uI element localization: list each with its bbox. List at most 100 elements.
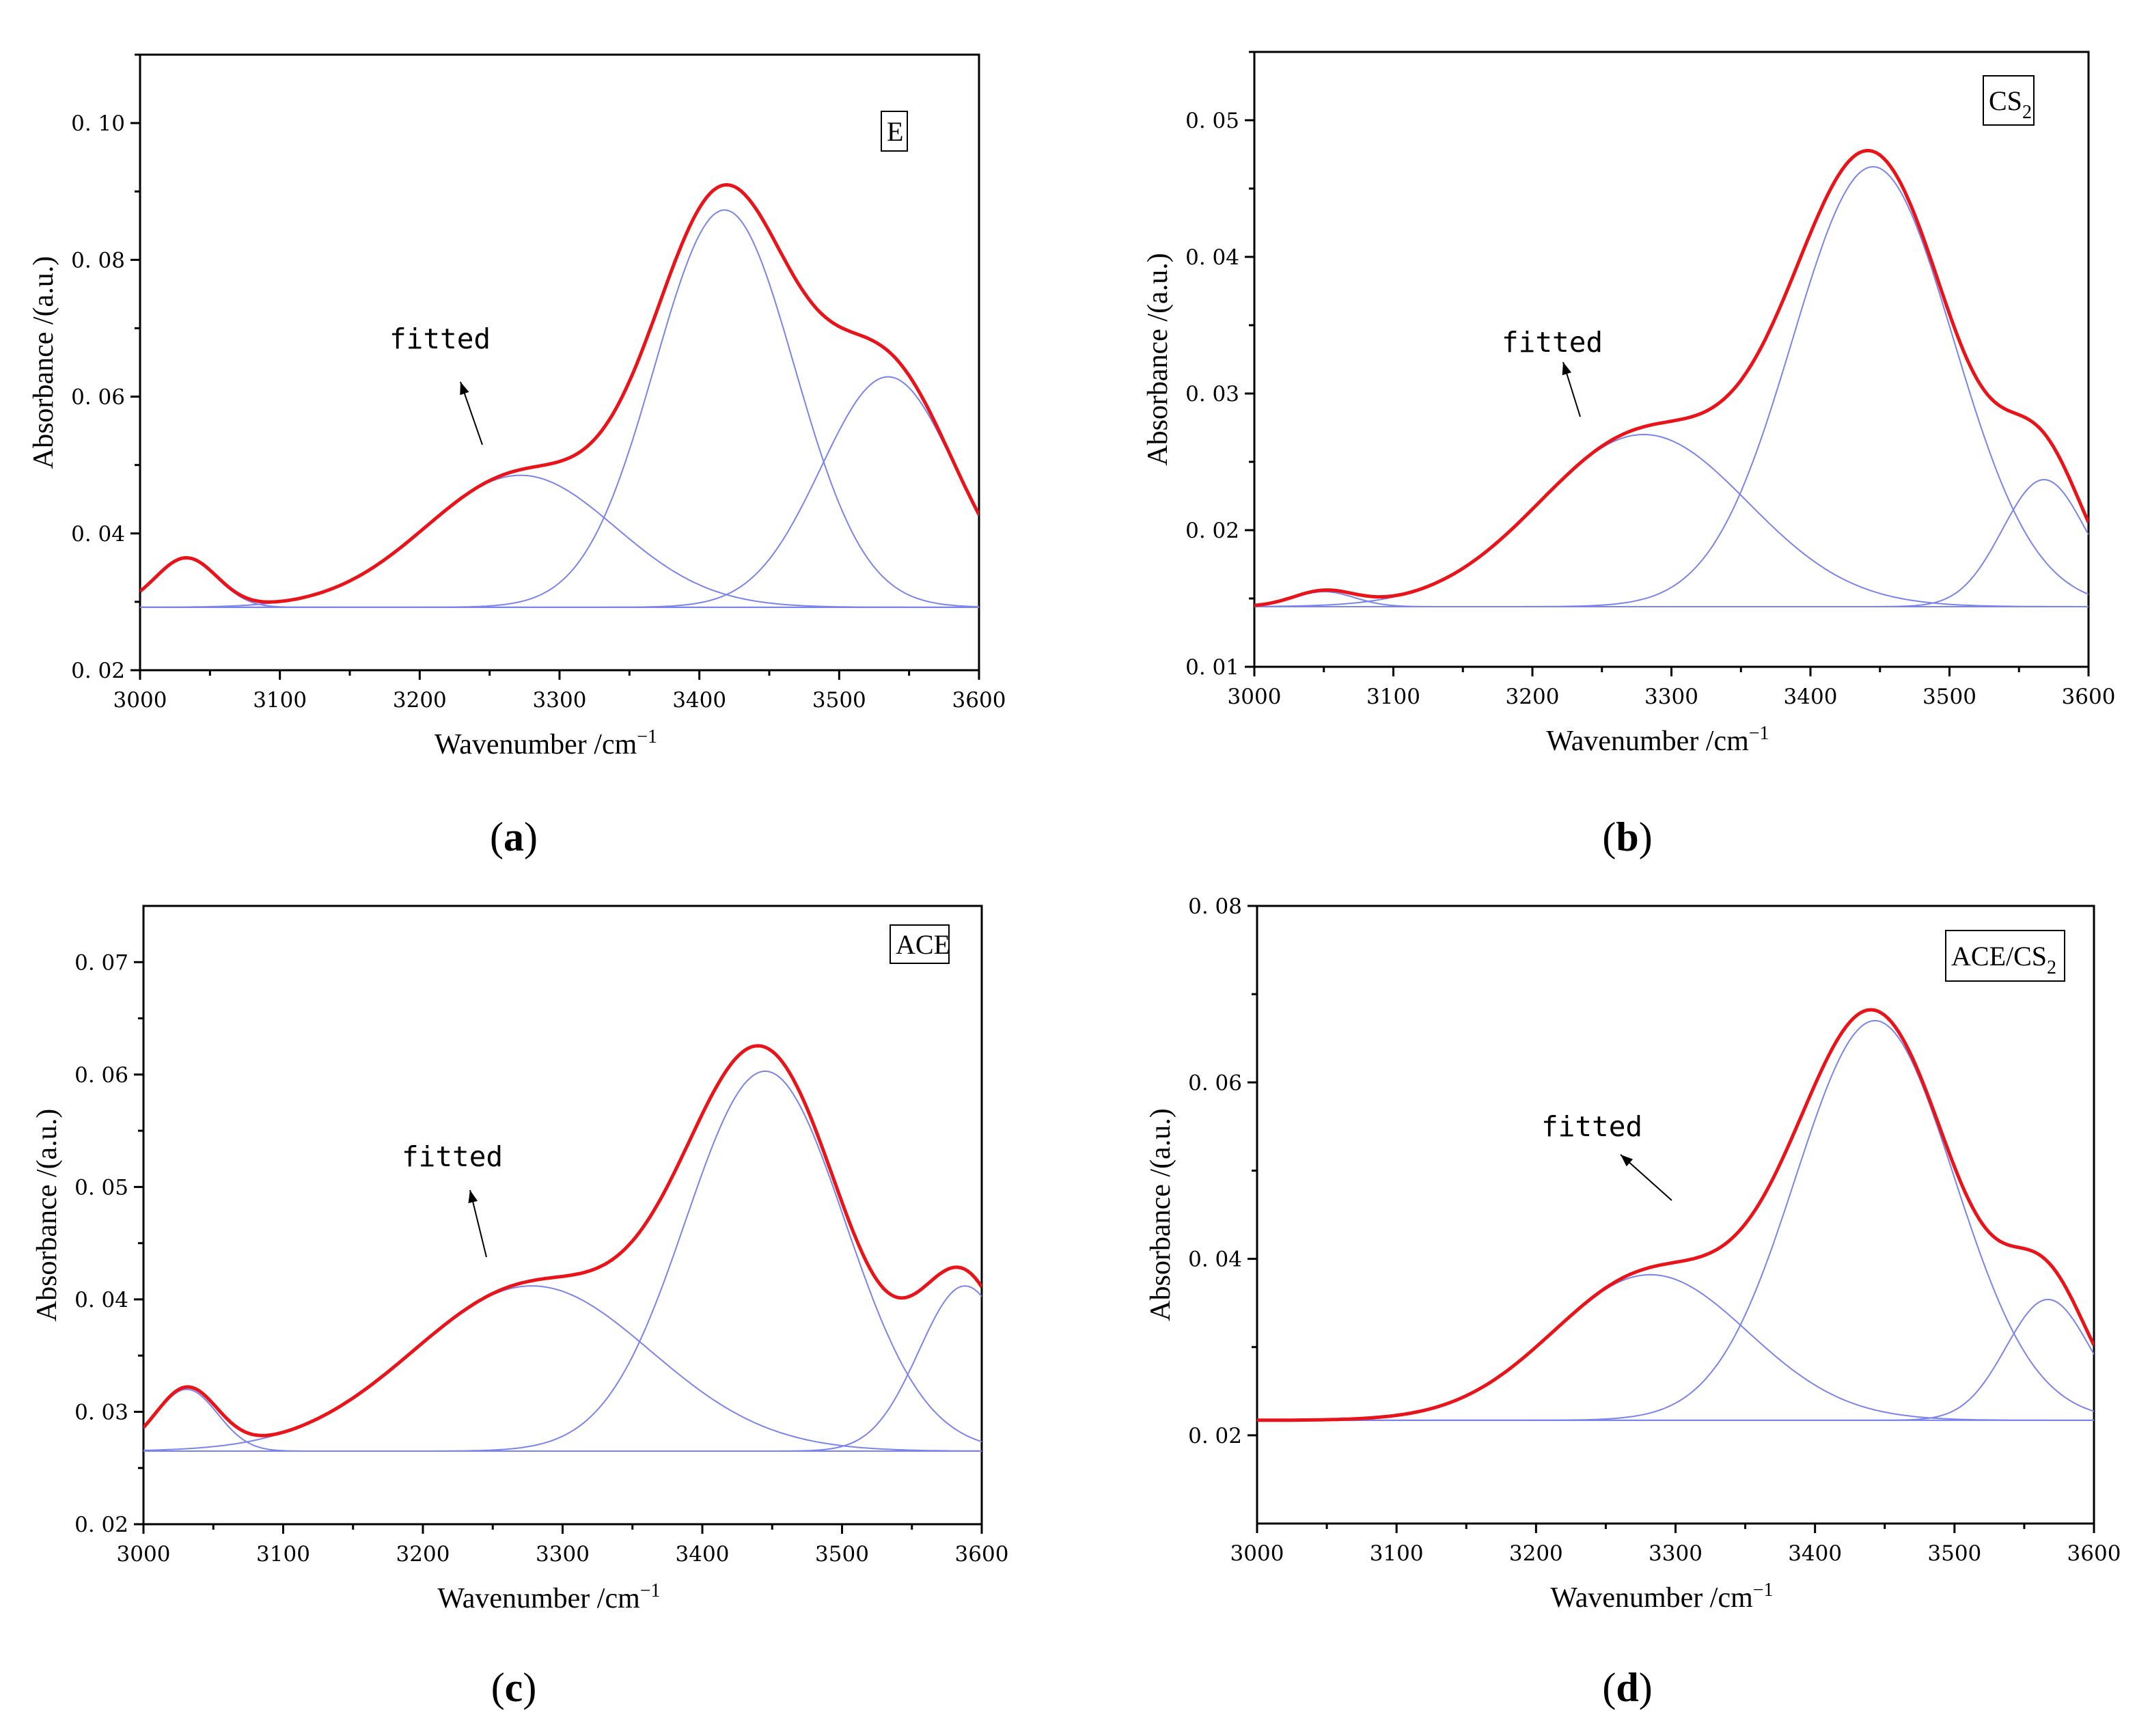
x-axis-title-text: Wavenumber /cm (435, 729, 637, 760)
component-curve-1 (143, 1388, 982, 1452)
x-tick-label: 3000 (1228, 685, 1282, 709)
panel-caption: (a) (490, 814, 538, 859)
y-tick-label: 0. 01 (1185, 655, 1239, 680)
caption-close-paren: ) (1639, 814, 1653, 859)
x-tick-label: 3600 (955, 1542, 1009, 1567)
x-tick-label: 3000 (117, 1542, 171, 1567)
y-axis-title: Absorbance /(a.u.) (31, 1109, 63, 1321)
legend-label-text: CS (1989, 85, 2022, 116)
legend-label: CS2 (1989, 85, 2032, 123)
x-tick-label: 3100 (1370, 1541, 1424, 1566)
x-tick-label: 3000 (1230, 1541, 1284, 1566)
x-axis-title-superscript: −1 (640, 1580, 661, 1601)
x-axis-title: Wavenumber /cm−1 (1546, 723, 1769, 757)
x-tick-label: 3600 (2067, 1541, 2121, 1566)
x-tick-label: 3500 (812, 688, 866, 713)
legend-label: E (887, 116, 903, 147)
fitted-curve (1254, 149, 2089, 607)
plot-frame (1256, 905, 2095, 1525)
x-tick-label: 3200 (1506, 685, 1560, 709)
curves (1254, 149, 2089, 607)
caption-open-paren: ( (1602, 1665, 1616, 1710)
y-axis-title: Absorbance /(a.u.) (1145, 1108, 1176, 1321)
plot-frame (142, 905, 983, 1526)
annotation-arrow-head (1562, 362, 1572, 376)
x-tick-label: 3200 (393, 688, 447, 713)
annotation-arrow-head (468, 1190, 478, 1204)
x-axis-title-text: Wavenumber /cm (437, 1583, 640, 1614)
panel-caption: (b) (1602, 814, 1652, 859)
legend-box (1945, 930, 2065, 982)
caption-close-paren: ) (524, 814, 538, 859)
panel-caption: (c) (491, 1665, 537, 1710)
x-axis-title-superscript: −1 (1753, 1580, 1774, 1601)
x-tick-label: 3400 (672, 688, 726, 713)
legend-label-subscript: 2 (2022, 102, 2032, 123)
fitted-curve (143, 1044, 982, 1437)
component-curve-3 (143, 1070, 982, 1452)
y-tick-label: 0. 05 (1185, 109, 1239, 133)
caption-close-paren: ) (523, 1665, 536, 1710)
x-tick-label: 3200 (1509, 1541, 1563, 1566)
y-tick-label: 0. 04 (1188, 1248, 1242, 1272)
fitted-curve (1257, 1008, 2094, 1422)
curves (140, 182, 979, 608)
panel-a: 3000 3100 3200 3300 3400 3500 3600 0. 02 0. 04 0.… (28, 53, 1006, 859)
legend-label-text: E (887, 116, 903, 147)
plot-frame (139, 53, 980, 672)
caption-letter: c (505, 1665, 523, 1710)
x-tick-label: 3300 (1649, 1541, 1703, 1566)
y-tick-label: 0. 06 (71, 385, 125, 410)
y-tick-label: 0. 10 (71, 111, 125, 136)
x-tick-label: 3600 (2062, 685, 2116, 709)
y-tick-label: 0. 04 (71, 522, 125, 547)
legend-label-subscript: 2 (2047, 957, 2056, 978)
component-curve-4 (140, 376, 979, 608)
fitted-annotation: fitted (1541, 1110, 1642, 1143)
y-tick-label: 0. 02 (1185, 519, 1239, 543)
component-curve-3 (1254, 165, 2089, 607)
x-axis-title-text: Wavenumber /cm (1550, 1582, 1753, 1614)
annotation-arrow-head (460, 382, 469, 396)
curves (1257, 1008, 2094, 1422)
component-curve-2 (1257, 1019, 2094, 1421)
caption-open-paren: ( (491, 1665, 505, 1710)
component-curve-2 (1254, 433, 2089, 607)
component-curve-4 (143, 1285, 982, 1452)
legend-box (890, 924, 950, 964)
caption-open-paren: ( (1602, 814, 1616, 859)
panel-caption: (d) (1602, 1665, 1652, 1710)
caption-letter: d (1616, 1665, 1638, 1710)
component-curve-3 (1257, 1298, 2094, 1421)
x-tick-label: 3500 (1927, 1541, 1981, 1566)
y-tick-label: 0. 07 (74, 950, 128, 975)
x-axis-title: Wavenumber /cm−1 (435, 726, 657, 760)
y-tick-label: 0. 03 (74, 1400, 128, 1424)
y-tick-label: 0. 02 (71, 659, 125, 683)
y-tick-label: 0. 04 (1185, 245, 1239, 270)
component-curve-1 (1257, 1273, 2094, 1421)
x-tick-label: 3100 (256, 1542, 310, 1567)
panel-c: 3000 3100 3200 3300 3400 3500 3600 0. 02 0. 03 0.… (31, 905, 1009, 1710)
caption-close-paren: ) (1639, 1665, 1653, 1710)
x-tick-label: 3100 (253, 688, 307, 713)
x-axis-title-superscript: −1 (637, 726, 657, 747)
fitted-annotation: fitted (402, 1140, 503, 1173)
y-tick-label: 0. 06 (74, 1063, 128, 1088)
legend-label: ACE/CS2 (1951, 941, 2056, 978)
x-axis-title: Wavenumber /cm−1 (1550, 1580, 1773, 1614)
fitted-annotation: fitted (1502, 326, 1603, 359)
x-tick-label: 3500 (815, 1542, 869, 1567)
legend-box (881, 111, 908, 152)
legend-label-text: ACE (896, 929, 950, 960)
y-tick-label: 0. 04 (74, 1288, 128, 1312)
caption-open-paren: ( (490, 814, 504, 859)
y-tick-label: 0. 05 (74, 1175, 128, 1200)
x-axis-title-text: Wavenumber /cm (1546, 726, 1749, 757)
y-axis-title: Absorbance /(a.u.) (1142, 253, 1174, 465)
x-tick-label: 3500 (1922, 685, 1976, 709)
legend-box (1983, 75, 2035, 126)
panel-d: 3000 3100 3200 3300 3400 3500 3600 0. 02 0. 04 0.… (1145, 894, 2121, 1710)
x-axis-title-superscript: −1 (1749, 723, 1769, 744)
